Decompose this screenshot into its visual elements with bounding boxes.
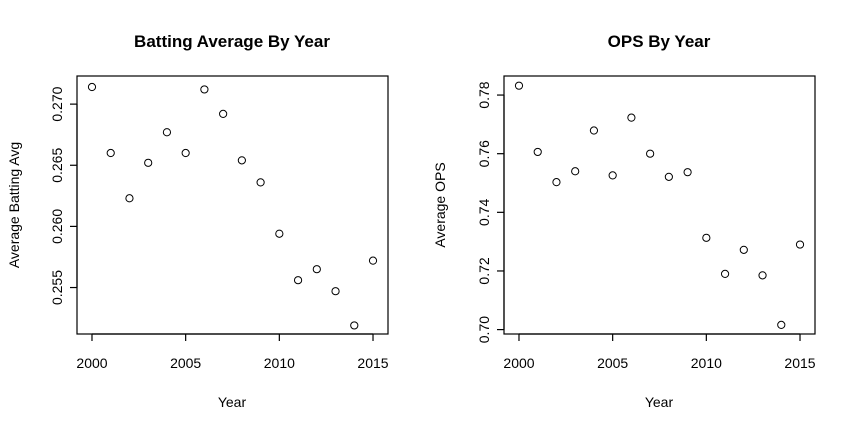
data-point [312, 265, 321, 274]
data-point [702, 233, 711, 242]
data-point [552, 178, 561, 187]
data-point [106, 148, 115, 158]
data-point [758, 271, 767, 280]
plot-frame [76, 75, 389, 335]
data-point [144, 158, 153, 167]
x-tick-label: 2000 [503, 355, 534, 371]
plot-frame [503, 75, 816, 335]
y-tick-label: 0.265 [49, 148, 65, 183]
y-axis-label: Average OPS [432, 162, 448, 247]
data-point [368, 256, 378, 265]
data-point [608, 171, 617, 180]
data-point [589, 126, 599, 135]
data-point [256, 178, 265, 187]
chart-title: Batting Average By Year [134, 32, 330, 51]
data-point [795, 240, 805, 249]
y-tick-label: 0.78 [476, 81, 492, 108]
chart-title: OPS By Year [608, 32, 711, 51]
data-point [200, 85, 209, 94]
data-point [237, 156, 246, 165]
data-point [350, 321, 359, 330]
data-point [181, 148, 190, 158]
data-point [514, 81, 524, 90]
x-tick-label: 2010 [264, 355, 295, 371]
data-point [219, 109, 228, 119]
data-point [777, 320, 786, 330]
data-point [720, 269, 730, 278]
data-point [125, 194, 134, 203]
data-point [739, 245, 748, 254]
data-point [87, 82, 97, 92]
ops-panel: OPS By Year Year Average OPS 2000 2005 201… [432, 32, 816, 410]
x-axis-label: Year [218, 394, 247, 410]
x-tick-label: 2005 [597, 355, 628, 371]
y-axis-label: Average Batting Avg [6, 142, 22, 268]
batting-average-panel: Batting Average By Year Year Average Bat… [6, 32, 389, 410]
data-point [664, 172, 673, 181]
y-tick-label: 0.255 [49, 270, 65, 305]
y-tick-label: 0.72 [476, 257, 492, 284]
y-tick-label: 0.76 [476, 140, 492, 167]
x-tick-label: 2015 [357, 355, 388, 371]
data-point [331, 287, 340, 296]
x-tick-label: 2005 [170, 355, 201, 371]
data-point [275, 229, 284, 238]
data-point [627, 113, 636, 122]
x-tick-label: 2000 [76, 355, 107, 371]
y-tick-label: 0.270 [49, 86, 65, 121]
x-axis-label: Year [645, 394, 674, 410]
y-tick-label: 0.260 [49, 209, 65, 244]
data-point [533, 147, 542, 157]
data-point [646, 149, 655, 158]
x-tick-label: 2015 [784, 355, 815, 371]
data-point [162, 128, 172, 137]
data-point [293, 276, 303, 285]
y-tick-label: 0.74 [476, 198, 492, 225]
y-tick-label: 0.70 [476, 316, 492, 343]
data-point [683, 168, 692, 177]
data-point [571, 167, 580, 176]
x-tick-label: 2010 [691, 355, 722, 371]
